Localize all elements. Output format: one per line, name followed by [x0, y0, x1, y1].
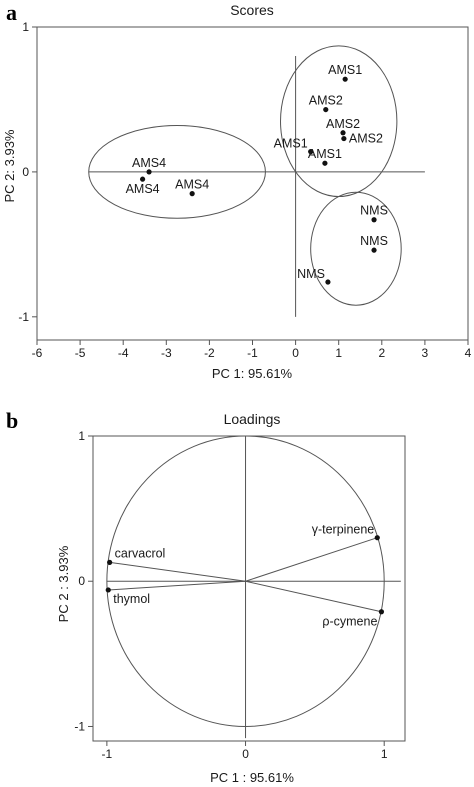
loadings-y-tick-label: 1 [78, 429, 85, 443]
scores-point-marker [342, 76, 348, 82]
loadings-x-tick-label: 0 [242, 747, 249, 761]
loading-vector-endpoint [374, 535, 380, 541]
loadings-x-tick-label: 1 [381, 747, 388, 761]
scores-point-label: AMS4 [175, 178, 209, 192]
scores-x-axis-label: PC 1: 95.61% [212, 366, 293, 381]
panel-a-letter: a [6, 0, 17, 25]
loading-vector-line [109, 561, 246, 582]
scores-x-tick-label: -4 [118, 346, 129, 360]
loadings-title: Loadings [224, 411, 281, 427]
scores-group-ellipse [310, 191, 402, 306]
panel-a: a Scores PC 1: 95.61% PC 2: 3.93% -6 -5 -4… [2, 0, 472, 381]
scores-point-marker [308, 149, 314, 155]
scores-point-marker [340, 130, 346, 136]
loading-vector-endpoint [107, 559, 113, 565]
scores-title: Scores [230, 2, 274, 18]
loadings-y-tick-label: 0 [78, 574, 85, 588]
loadings-unit-circle [106, 435, 385, 727]
scores-ticks: -6 -5 -4 -3 -2 -1 0 1 2 3 4 1 0 -1 [18, 20, 471, 360]
scores-group-ellipse [88, 125, 266, 219]
loadings-vectors: carvacrol thymol γ-terpinene ρ-cymene [105, 523, 385, 629]
scores-x-tick-label: 1 [335, 346, 342, 360]
scores-point-label: AMS2 [326, 117, 360, 131]
scores-x-tick-label: 4 [465, 346, 472, 360]
scores-x-tick-label: -2 [204, 346, 215, 360]
scores-point-label: AMS1 [274, 137, 308, 151]
scores-point-marker [323, 106, 329, 113]
loading-vector-label: γ-terpinene [312, 523, 375, 537]
scores-point-marker [146, 169, 152, 175]
loadings-unit-circle-group [106, 435, 385, 727]
scores-point-label: AMS1 [328, 63, 362, 77]
scores-point-marker [325, 279, 331, 285]
scores-point-label: NMS [360, 234, 388, 248]
loading-vector-line [245, 537, 378, 582]
scores-reference-lines [88, 55, 425, 317]
scores-group-ellipses [88, 45, 402, 306]
scores-y-axis-label: PC 2: 3.93% [2, 129, 17, 202]
scores-y-tick-label: 1 [22, 20, 29, 34]
loading-vector-line [245, 580, 382, 613]
loading-vector-label: ρ-cymene [322, 615, 377, 629]
loadings-x-tick-label: -1 [102, 747, 113, 761]
loadings-y-tick-label: -1 [74, 719, 85, 733]
scores-point-label: AMS1 [308, 147, 342, 161]
loading-vector-endpoint [378, 609, 385, 615]
loadings-reference-lines [106, 436, 401, 739]
scores-plot-frame [36, 26, 469, 341]
scores-point-marker [371, 247, 377, 253]
loadings-plot-frame [92, 435, 406, 742]
scores-x-tick-label: 0 [292, 346, 299, 360]
loading-vector-line [108, 580, 246, 591]
scores-x-tick-label: -3 [161, 346, 172, 360]
scores-point-label: NMS [360, 204, 388, 218]
scores-point-marker [139, 176, 146, 182]
scores-point-marker [322, 160, 328, 166]
scores-point-marker [371, 217, 377, 223]
loading-vector-endpoint [105, 587, 111, 593]
loadings-x-axis-label: PC 1 : 95.61% [210, 770, 294, 785]
scores-point-label: AMS2 [349, 132, 383, 146]
scores-point-marker [189, 191, 195, 197]
scores-point-label: AMS2 [309, 94, 343, 108]
scores-point-marker [341, 135, 347, 142]
scores-y-tick-label: -1 [18, 310, 29, 324]
loading-vector-label: thymol [113, 592, 150, 606]
scores-x-tick-label: -6 [32, 346, 43, 360]
scores-x-tick-label: 2 [378, 346, 385, 360]
scores-point-label: AMS4 [132, 156, 166, 170]
scores-point-label: AMS4 [126, 182, 160, 196]
scores-point-label: NMS [297, 267, 325, 281]
scores-x-tick-label: 3 [422, 346, 429, 360]
scores-x-tick-label: -1 [247, 346, 258, 360]
panel-b: b Loadings PC 1 : 95.61% PC 2 : 3.93% -1… [6, 408, 406, 785]
scores-y-tick-label: 0 [22, 165, 29, 179]
panel-b-letter: b [6, 408, 18, 433]
loading-vector-label: carvacrol [115, 546, 166, 560]
loadings-y-axis-label: PC 2 : 3.93% [56, 545, 71, 622]
scores-x-tick-label: -5 [75, 346, 86, 360]
loadings-ticks: -1 0 1 1 0 -1 [74, 429, 388, 761]
